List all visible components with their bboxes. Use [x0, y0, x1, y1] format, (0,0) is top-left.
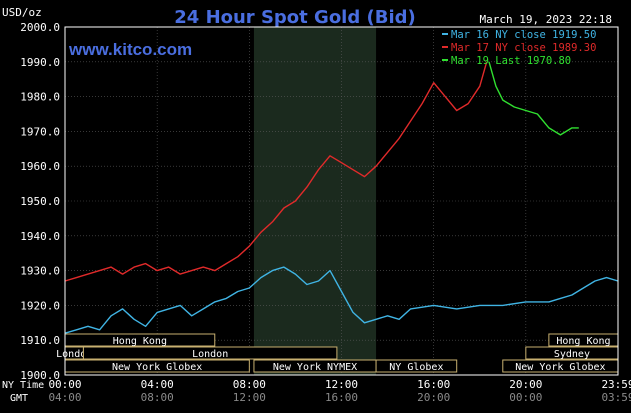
- y-tick-label: 1940.0: [20, 230, 60, 243]
- y-tick-label: 1990.0: [20, 56, 60, 69]
- x-tick-label-gmt: 12:00: [233, 391, 266, 404]
- session-band: [253, 27, 377, 375]
- y-tick-label: 1900.0: [20, 369, 60, 382]
- series-line: [64, 266, 619, 334]
- ny-time-label: NY Time: [2, 380, 44, 391]
- x-tick-label-ny: 12:00: [325, 378, 358, 391]
- market-session-label: New York Globex: [112, 362, 202, 373]
- legend-entry: Mar 19 Last 1970.80: [451, 55, 571, 67]
- date-label: March 19, 2023 22:18: [480, 13, 612, 26]
- market-session-bar: [375, 359, 458, 373]
- market-session-label: London: [192, 349, 228, 360]
- price-series: [64, 61, 619, 334]
- y-tick-label: 1920.0: [20, 299, 60, 312]
- site-label: www.kitco.com: [68, 40, 192, 59]
- chart-title: 24 Hour Spot Gold (Bid): [174, 7, 415, 28]
- unit-label: USD/oz: [2, 6, 42, 19]
- x-tick-label-ny: 08:00: [233, 378, 266, 391]
- y-tick-label: 1950.0: [20, 195, 60, 208]
- x-tick-label-ny: 23:59: [601, 378, 631, 391]
- y-tick-label: 1960.0: [20, 160, 60, 173]
- y-tick-label: 1970.0: [20, 125, 60, 138]
- market-session-label: Hong Kong: [113, 336, 167, 347]
- y-tick-label: 1910.0: [20, 334, 60, 347]
- x-tick-label-ny: 04:00: [141, 378, 174, 391]
- series-line: [488, 61, 579, 136]
- legend-entry: Mar 17 NY close 1989.30: [451, 42, 596, 54]
- x-tick-label-ny: 00:00: [48, 378, 81, 391]
- x-tick-label-gmt: 20:00: [417, 391, 450, 404]
- market-session-label: New York Globex: [515, 362, 605, 373]
- y-tick-label: 2000.0: [20, 21, 60, 34]
- market-sessions: Hong Kong Hong Kong London London Sydney New …: [56, 333, 619, 373]
- market-session-bar: [82, 346, 338, 360]
- x-tick-label-gmt: 04:00: [48, 391, 81, 404]
- y-tick-label: 1930.0: [20, 265, 60, 278]
- market-session-label: New York NYMEX: [273, 362, 357, 373]
- market-session-label: Hong Kong: [556, 336, 610, 347]
- market-session-label: Sydney: [554, 349, 590, 360]
- x-tick-label-gmt: 16:00: [325, 391, 358, 404]
- x-tick-label-ny: 16:00: [417, 378, 450, 391]
- gmt-label: GMT: [10, 393, 28, 404]
- y-axis-ticks: 2000.0 1990.0 1980.0 1970.0 1960.0 1950.0 1940…: [20, 21, 60, 382]
- x-tick-label-gmt: 00:00: [509, 391, 542, 404]
- market-session-label: NY Globex: [389, 362, 443, 373]
- x-tick-label-ny: 20:00: [509, 378, 542, 391]
- market-session-label: London: [56, 349, 92, 360]
- legend-entry: Mar 16 NY close 1919.50: [451, 29, 596, 41]
- x-tick-label-gmt: 08:00: [141, 391, 174, 404]
- y-tick-label: 1980.0: [20, 91, 60, 104]
- x-tick-label-gmt: 03:59: [601, 391, 631, 404]
- x-axis-ticks: 00:0004:0008:0012:0016:0020:0023:5904:00…: [48, 378, 631, 404]
- series-line: [64, 61, 488, 282]
- plot-frame: [64, 26, 619, 376]
